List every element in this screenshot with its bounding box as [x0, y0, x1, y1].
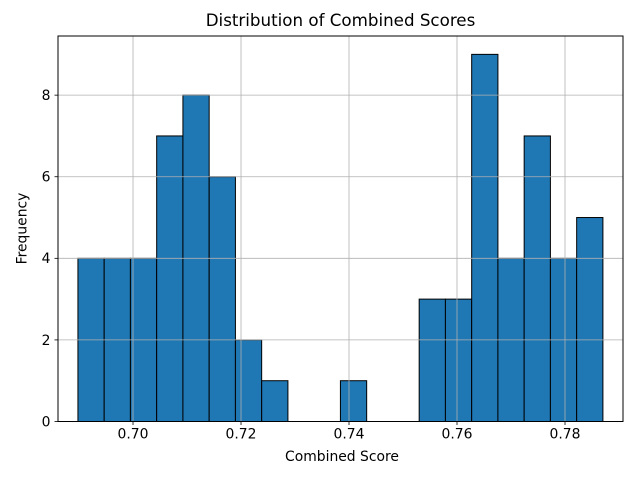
- grid-layer: [58, 36, 623, 422]
- x-tick-label: 0.70: [118, 427, 149, 443]
- chart-title: Distribution of Combined Scores: [206, 10, 476, 30]
- y-tick-label: 6: [42, 170, 51, 186]
- y-axis-label: Frequency: [15, 193, 31, 265]
- histogram-bar: [339, 380, 368, 422]
- histogram-bar: [234, 339, 263, 422]
- histogram-bar: [156, 135, 184, 422]
- x-tick-label: 0.74: [334, 427, 365, 443]
- y-tick-label: 8: [42, 88, 51, 104]
- histogram-bar: [208, 176, 236, 422]
- plot-border: [57, 35, 624, 422]
- x-tick-label: 0.72: [226, 427, 257, 443]
- histogram-bar: [261, 380, 289, 422]
- histogram-bar: [471, 53, 499, 423]
- ticks-layer: [54, 94, 566, 425]
- histogram-bar: [444, 298, 473, 422]
- y-tick-label: 2: [42, 333, 51, 349]
- x-tick-label: 0.78: [550, 427, 581, 443]
- histogram-bar: [576, 217, 604, 422]
- x-tick-label: 0.76: [442, 427, 473, 443]
- axes-frame: [57, 35, 624, 422]
- histogram-bar: [418, 298, 446, 422]
- tick-labels-layer: 0.70 0.72 0.74 0.76 0.78 0 2 4 6 8: [42, 88, 581, 442]
- y-tick-label: 4: [42, 251, 51, 267]
- bars-layer: [77, 53, 604, 423]
- histogram-bar: [523, 135, 551, 422]
- x-axis-label: Combined Score: [285, 449, 399, 465]
- y-tick-label: 0: [42, 414, 51, 430]
